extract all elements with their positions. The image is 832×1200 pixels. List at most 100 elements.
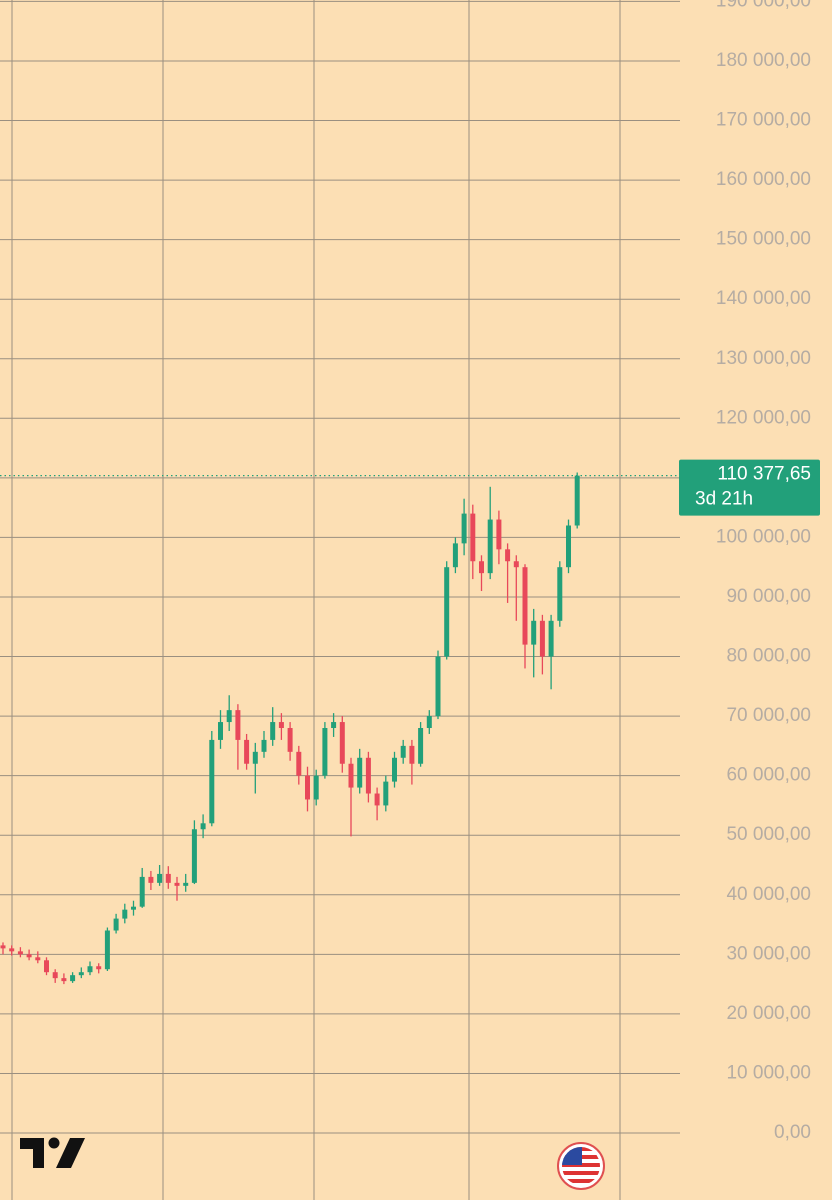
candle-body [183,882,189,886]
candle-body [339,722,345,764]
y-tick-label: 100 000,00 [716,526,811,547]
y-tick-label: 60 000,00 [726,765,811,786]
candle-body [452,543,458,568]
candle-body [200,823,206,830]
candle-body [226,710,232,723]
y-tick-label: 130 000,00 [716,348,811,369]
y-tick-label: 90 000,00 [726,586,811,607]
candle-body [409,745,415,764]
candle-body [0,945,6,949]
us-flag-icon[interactable] [557,1142,605,1190]
candle-body [104,930,110,970]
countdown-label: 3d 21h [695,489,753,510]
candle-body [78,972,84,976]
candle-body [357,757,363,788]
candle-body [522,567,528,645]
y-tick-label: 50 000,00 [726,824,811,845]
candle-body [426,716,432,729]
candle-body [261,739,267,752]
candle-body [148,876,154,883]
y-tick-label: 0,00 [774,1122,811,1143]
flag-stripe [562,1171,600,1175]
candle-body [252,751,258,764]
candle-body [383,781,389,806]
candle-body [470,513,476,562]
candle-body [270,722,276,740]
candle-body [9,948,15,952]
candle-body [479,561,484,574]
candle-body [157,873,163,883]
candle-body [26,954,32,958]
candle-body [139,876,145,907]
y-tick-label: 10 000,00 [726,1062,811,1083]
candle-body [496,519,502,550]
candle-body [322,728,328,776]
y-tick-label: 80 000,00 [726,646,811,667]
candle-body [513,561,519,568]
candle-body [87,966,93,973]
y-tick-label: 190 000,00 [716,0,811,11]
candle-body [296,751,302,776]
candle-body [52,972,58,979]
candle-body [17,951,23,955]
y-tick-label: 20 000,00 [726,1003,811,1024]
candle-body [444,567,450,657]
y-tick-label: 40 000,00 [726,884,811,905]
candle-body [96,966,102,970]
candle-body [191,829,197,883]
candle-body [574,475,580,526]
logo-dot [48,1137,60,1149]
candle-body [70,975,76,982]
candle-body [35,957,41,961]
y-tick-label: 70 000,00 [726,705,811,726]
y-tick-label: 150 000,00 [716,229,811,250]
logo-t [20,1138,44,1168]
candle-body [487,519,493,574]
candle-body [278,722,284,729]
y-tick-label: 180 000,00 [716,50,811,71]
candle-body [61,978,67,982]
flag-stripe [562,1179,600,1183]
candle-body [548,620,554,657]
candle-body [174,882,180,886]
candle-body [235,710,241,740]
candles [0,472,580,985]
candle-body [566,525,571,568]
candle-body [392,757,397,782]
y-tick-label: 160 000,00 [716,169,811,190]
candle-body [400,745,406,758]
y-tick-label: 140 000,00 [716,288,811,309]
candle-body [218,722,223,740]
candle-body [435,656,441,717]
candle-body [348,763,354,788]
last-price-label: 110 377,65 [717,464,811,485]
candle-body [131,906,136,910]
candle-body [461,513,467,544]
candle-body [287,728,293,752]
candle-body [331,722,337,729]
candle-body [209,739,215,824]
candle-body [305,775,310,800]
candle-body [113,918,119,931]
y-tick-label: 30 000,00 [726,943,811,964]
candle-body [313,775,319,800]
tradingview-logo[interactable] [20,1137,85,1169]
candle-body [44,960,49,973]
candle-body [244,739,250,764]
vertical-grid [11,0,621,1200]
candle-body [374,793,380,806]
candle-body [418,728,424,764]
candle-body [365,757,371,794]
y-tick-label: 120 000,00 [716,407,811,428]
candle-body [531,620,537,645]
last-price-box [679,459,820,516]
candle-body [557,567,563,621]
logo-v [56,1138,85,1168]
candle-body [539,620,545,657]
candle-body [122,909,128,919]
y-tick-label: 170 000,00 [716,110,811,131]
candle-body [505,549,511,562]
